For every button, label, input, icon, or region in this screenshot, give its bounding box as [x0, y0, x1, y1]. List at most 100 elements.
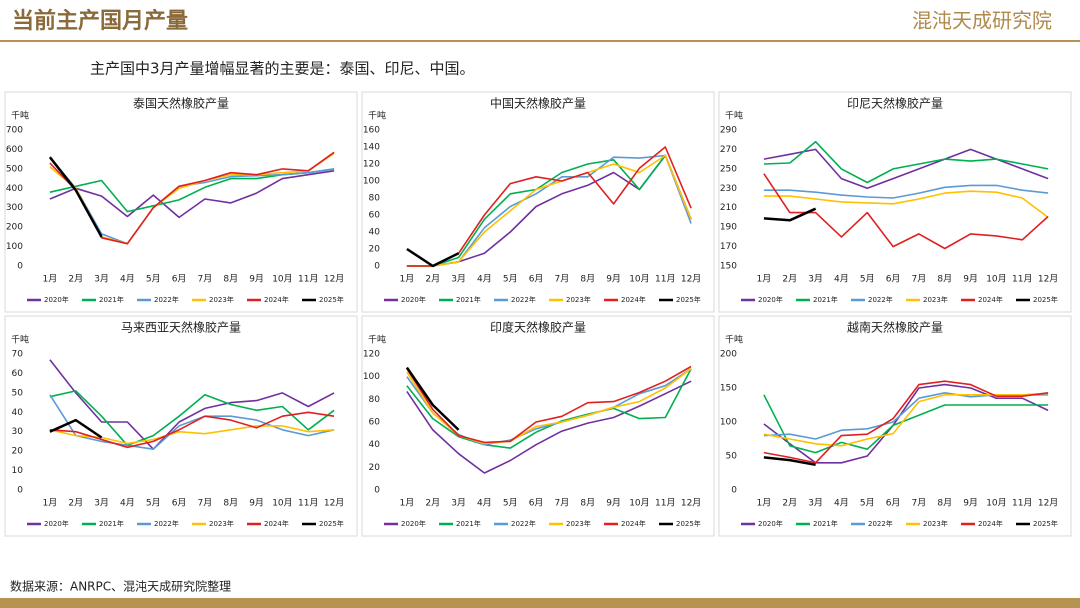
series-line — [406, 380, 692, 474]
legend-label: 2021年 — [813, 295, 838, 304]
x-tick-label: 1月 — [757, 274, 772, 285]
x-tick-label: 10月 — [629, 274, 649, 285]
x-tick-label: 6月 — [172, 274, 187, 285]
x-tick-label: 12月 — [324, 274, 344, 285]
x-tick-label: 11月 — [1012, 498, 1032, 509]
x-tick-label: 7月 — [555, 498, 570, 509]
y-tick-label: 270 — [720, 145, 737, 155]
x-tick-label: 9月 — [249, 274, 264, 285]
x-tick-label: 7月 — [912, 498, 927, 509]
y-tick-label: 60 — [12, 369, 24, 379]
x-tick-label: 1月 — [757, 498, 772, 509]
legend-label: 2023年 — [923, 295, 948, 304]
x-tick-label: 11月 — [298, 274, 318, 285]
x-tick-label: 3月 — [94, 498, 109, 509]
series-line — [763, 394, 1049, 454]
y-tick-label: 40 — [369, 440, 381, 450]
unit-label: 千吨 — [11, 334, 29, 346]
series-line — [49, 359, 335, 450]
x-tick-label: 5月 — [860, 498, 875, 509]
y-tick-label: 230 — [720, 184, 737, 194]
panel — [4, 91, 358, 313]
y-tick-label: 500 — [6, 164, 23, 174]
series-line — [49, 411, 335, 449]
x-tick-label: 9月 — [606, 274, 621, 285]
x-tick-label: 11月 — [1012, 274, 1032, 285]
y-tick-label: 210 — [720, 203, 737, 213]
x-tick-label: 9月 — [963, 274, 978, 285]
legend-label: 2025年 — [319, 519, 344, 528]
x-tick-label: 10月 — [272, 498, 292, 509]
legend-label: 2023年 — [209, 519, 234, 528]
y-tick-label: 0 — [17, 486, 23, 496]
x-tick-label: 2月 — [68, 498, 83, 509]
series-line — [763, 190, 1049, 219]
y-tick-label: 100 — [6, 242, 23, 252]
legend-label: 2025年 — [676, 519, 701, 528]
panel — [361, 315, 715, 537]
y-tick-label: 150 — [720, 384, 737, 394]
legend-label: 2020年 — [401, 519, 426, 528]
chart-title: 印尼天然橡胶产量 — [847, 96, 943, 111]
series-line — [763, 207, 817, 222]
x-tick-label: 8月 — [580, 498, 595, 509]
x-tick-label: 12月 — [681, 498, 701, 509]
y-tick-label: 20 — [12, 447, 24, 457]
y-tick-label: 10 — [12, 466, 24, 476]
panel — [361, 91, 715, 313]
x-tick-label: 2月 — [425, 274, 440, 285]
x-tick-label: 11月 — [298, 498, 318, 509]
unit-label: 千吨 — [11, 110, 29, 122]
series-line — [763, 380, 1049, 464]
series-line — [406, 368, 692, 449]
y-tick-label: 20 — [369, 463, 381, 473]
legend-label: 2022年 — [154, 519, 179, 528]
series-line — [763, 148, 1049, 190]
series-line — [763, 383, 1049, 464]
y-tick-label: 50 — [726, 452, 738, 462]
y-tick-label: 190 — [720, 223, 737, 233]
x-tick-label: 9月 — [606, 498, 621, 509]
x-tick-label: 12月 — [1038, 274, 1058, 285]
legend-label: 2024年 — [978, 519, 1003, 528]
y-tick-label: 140 — [363, 143, 380, 153]
subtitle: 主产国中3月产量增幅显著的主要是：泰国、印尼、中国。 — [90, 60, 475, 78]
legend-label: 2022年 — [868, 519, 893, 528]
y-tick-label: 80 — [369, 194, 381, 204]
legend-label: 2025年 — [1033, 295, 1058, 304]
legend-label: 2021年 — [813, 519, 838, 528]
x-tick-label: 6月 — [529, 498, 544, 509]
x-tick-label: 3月 — [808, 274, 823, 285]
y-tick-label: 100 — [363, 372, 380, 382]
x-tick-label: 3月 — [94, 274, 109, 285]
logo: 混沌天成研究院 — [912, 9, 1052, 33]
series-line — [49, 418, 103, 439]
legend-label: 2024年 — [621, 519, 646, 528]
x-tick-label: 8月 — [937, 274, 952, 285]
x-tick-label: 6月 — [886, 274, 901, 285]
y-tick-label: 0 — [374, 486, 380, 496]
x-tick-label: 5月 — [860, 274, 875, 285]
unit-label: 千吨 — [368, 110, 386, 122]
y-tick-label: 200 — [6, 223, 23, 233]
x-tick-label: 12月 — [324, 498, 344, 509]
x-tick-label: 10月 — [986, 274, 1006, 285]
y-tick-label: 150 — [720, 262, 737, 272]
series-line — [763, 392, 1049, 447]
x-tick-label: 7月 — [198, 274, 213, 285]
chart-title: 马来西亚天然橡胶产量 — [121, 320, 241, 335]
x-tick-label: 10月 — [629, 498, 649, 509]
y-tick-label: 60 — [369, 418, 381, 428]
series-line — [406, 247, 460, 268]
y-tick-label: 50 — [12, 388, 24, 398]
y-tick-label: 300 — [6, 203, 23, 213]
chart-title: 越南天然橡胶产量 — [847, 320, 943, 335]
chart-title: 中国天然橡胶产量 — [490, 96, 586, 111]
chart-title: 印度天然橡胶产量 — [490, 320, 586, 335]
x-tick-label: 2月 — [782, 498, 797, 509]
y-tick-label: 100 — [363, 177, 380, 187]
series-line — [406, 154, 692, 267]
x-tick-label: 2月 — [782, 274, 797, 285]
legend-label: 2023年 — [566, 519, 591, 528]
